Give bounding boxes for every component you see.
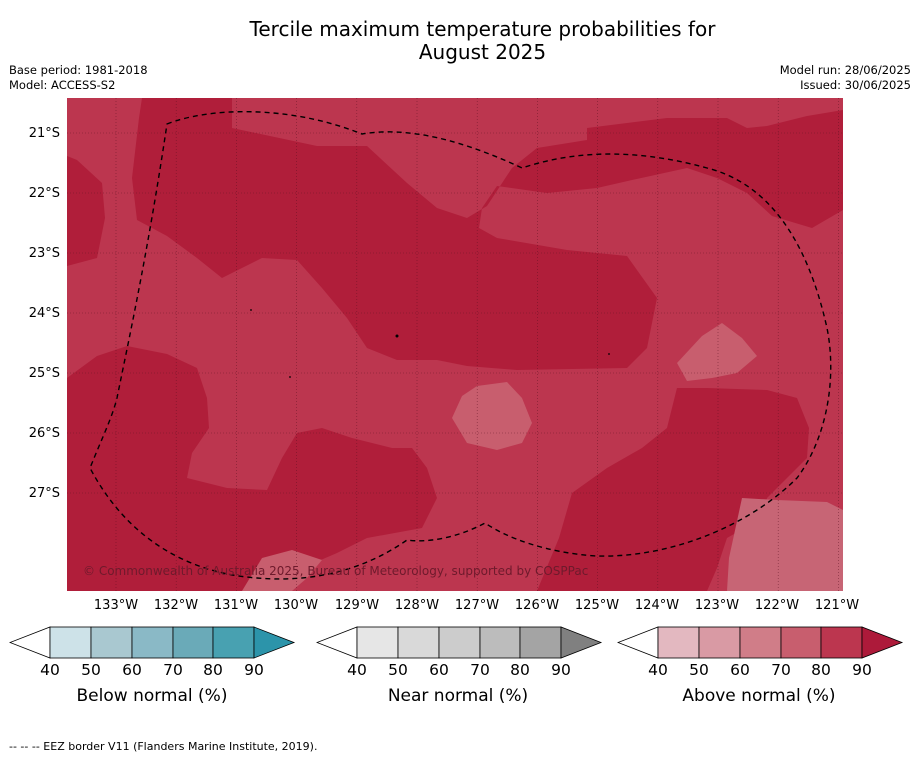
colorbar-above-normal (617, 626, 904, 659)
title-line-2: August 2025 (418, 40, 547, 64)
colorbar-below-normal (9, 626, 296, 659)
colorbar-below-bin-2 (90, 626, 133, 659)
lon-label-121: 121°W (814, 598, 860, 613)
chart-title: Tercile maximum temperature probabilitie… (0, 18, 919, 64)
colorbar-near-bin-4 (479, 626, 521, 659)
colorbar-near-normal (316, 626, 603, 659)
island-dot (250, 309, 252, 311)
map-gridlines (67, 98, 843, 591)
colorbar-near-extend-high (560, 626, 603, 659)
colorbar-near-tick: 50 (388, 661, 408, 679)
title-line-1: Tercile maximum temperature probabilitie… (249, 17, 716, 41)
region-southeast (537, 388, 809, 591)
lat-label-24: 24°S (28, 306, 60, 321)
patch-south (242, 550, 322, 591)
colorbar-below-bin-3 (131, 626, 174, 659)
meta-right: Model run: 28/06/2025 Issued: 30/06/2025 (780, 63, 911, 93)
colorbar-near-bin-1 (356, 626, 399, 659)
issued-date: Issued: 30/06/2025 (800, 78, 911, 92)
colorbar-below-extend-low (9, 626, 51, 659)
colorbar-above-extend-high (861, 626, 904, 659)
colorbar-below-tick: 60 (122, 661, 142, 679)
colorbar-below-title: Below normal (%) (76, 686, 228, 706)
map-svg (67, 98, 843, 591)
lat-label-22: 22°S (28, 186, 60, 201)
lat-label-25: 25°S (28, 366, 60, 381)
colorbar-near-extend-low (316, 626, 358, 659)
region-west-block (67, 156, 105, 266)
eez-border (89, 110, 832, 580)
lat-label-26: 26°S (28, 426, 60, 441)
colorbar-above-tick: 90 (852, 661, 872, 679)
patch-southeast (727, 498, 843, 591)
lon-label-122: 122°W (754, 598, 800, 613)
colorbar-below-bin-5 (212, 626, 255, 659)
lon-label-126: 126°W (514, 598, 560, 613)
lon-label-133: 133°W (93, 598, 139, 613)
colorbar-below-tick: 50 (81, 661, 101, 679)
colorbar-near-tick: 60 (429, 661, 449, 679)
colorbar-near-bin-5 (519, 626, 562, 659)
colorbar-above-tick: 60 (730, 661, 750, 679)
island-dot (608, 353, 610, 355)
colorbar-below-tick: 40 (40, 661, 60, 679)
lon-label-130: 130°W (273, 598, 319, 613)
colorbar-above-extend-low (617, 626, 659, 659)
colorbar-near-bin-3 (438, 626, 481, 659)
lon-label-132: 132°W (153, 598, 199, 613)
lon-label-123: 123°W (694, 598, 740, 613)
lon-label-127: 127°W (454, 598, 500, 613)
lat-label-27: 27°S (28, 486, 60, 501)
island-dot (395, 334, 399, 338)
region-southwest (67, 346, 437, 591)
colorbar-near-bin-2 (397, 626, 440, 659)
probability-map: © Commonwealth of Australia 2025, Bureau… (67, 98, 843, 591)
eez-footnote: -- -- -- EEZ border V11 (Flanders Marine… (9, 740, 318, 753)
lon-label-124: 124°W (634, 598, 680, 613)
model-run: Model run: 28/06/2025 (779, 63, 911, 77)
lon-label-131: 131°W (213, 598, 259, 613)
lat-label-21: 21°S (28, 126, 60, 141)
island-markers (250, 309, 610, 378)
colorbar-above-tick: 80 (811, 661, 831, 679)
region-90-plus (67, 98, 843, 591)
colorbar-near-title: Near normal (%) (387, 686, 529, 706)
colorbar-above-bin-2 (698, 626, 741, 659)
colorbar-above-tick: 50 (689, 661, 709, 679)
region-north-central (132, 98, 843, 370)
lon-label-128: 128°W (394, 598, 440, 613)
colorbar-near-tick: 90 (551, 661, 571, 679)
colorbar-below-tick: 70 (163, 661, 183, 679)
colorbar-below-bin-1 (49, 626, 92, 659)
lon-label-125: 125°W (574, 598, 620, 613)
colorbar-below-extend-high (253, 626, 296, 659)
lon-label-129: 129°W (334, 598, 380, 613)
colorbar-above-title: Above normal (%) (682, 686, 836, 706)
colorbar-below-tick: 90 (244, 661, 264, 679)
patch-east (677, 323, 757, 381)
region-70-80-light (727, 498, 843, 591)
colorbar-above-bin-3 (739, 626, 782, 659)
colorbar-below-tick: 80 (203, 661, 223, 679)
colorbar-below-bin-4 (172, 626, 214, 659)
colorbar-above-bin-4 (780, 626, 822, 659)
model-name: Model: ACCESS-S2 (9, 78, 116, 92)
colorbar-above-tick: 70 (771, 661, 791, 679)
colorbar-near-tick: 40 (347, 661, 367, 679)
base-period: Base period: 1981-2018 (9, 63, 148, 77)
colorbar-near-tick: 70 (470, 661, 490, 679)
colorbar-above-bin-5 (820, 626, 863, 659)
meta-left: Base period: 1981-2018 Model: ACCESS-S2 (9, 63, 148, 93)
lat-label-23: 23°S (28, 246, 60, 261)
island-dot (289, 376, 291, 378)
colorbar-above-tick: 40 (648, 661, 668, 679)
colorbar-above-bin-1 (657, 626, 700, 659)
copyright-notice: © Commonwealth of Australia 2025, Bureau… (83, 564, 589, 578)
colorbar-near-tick: 80 (510, 661, 530, 679)
